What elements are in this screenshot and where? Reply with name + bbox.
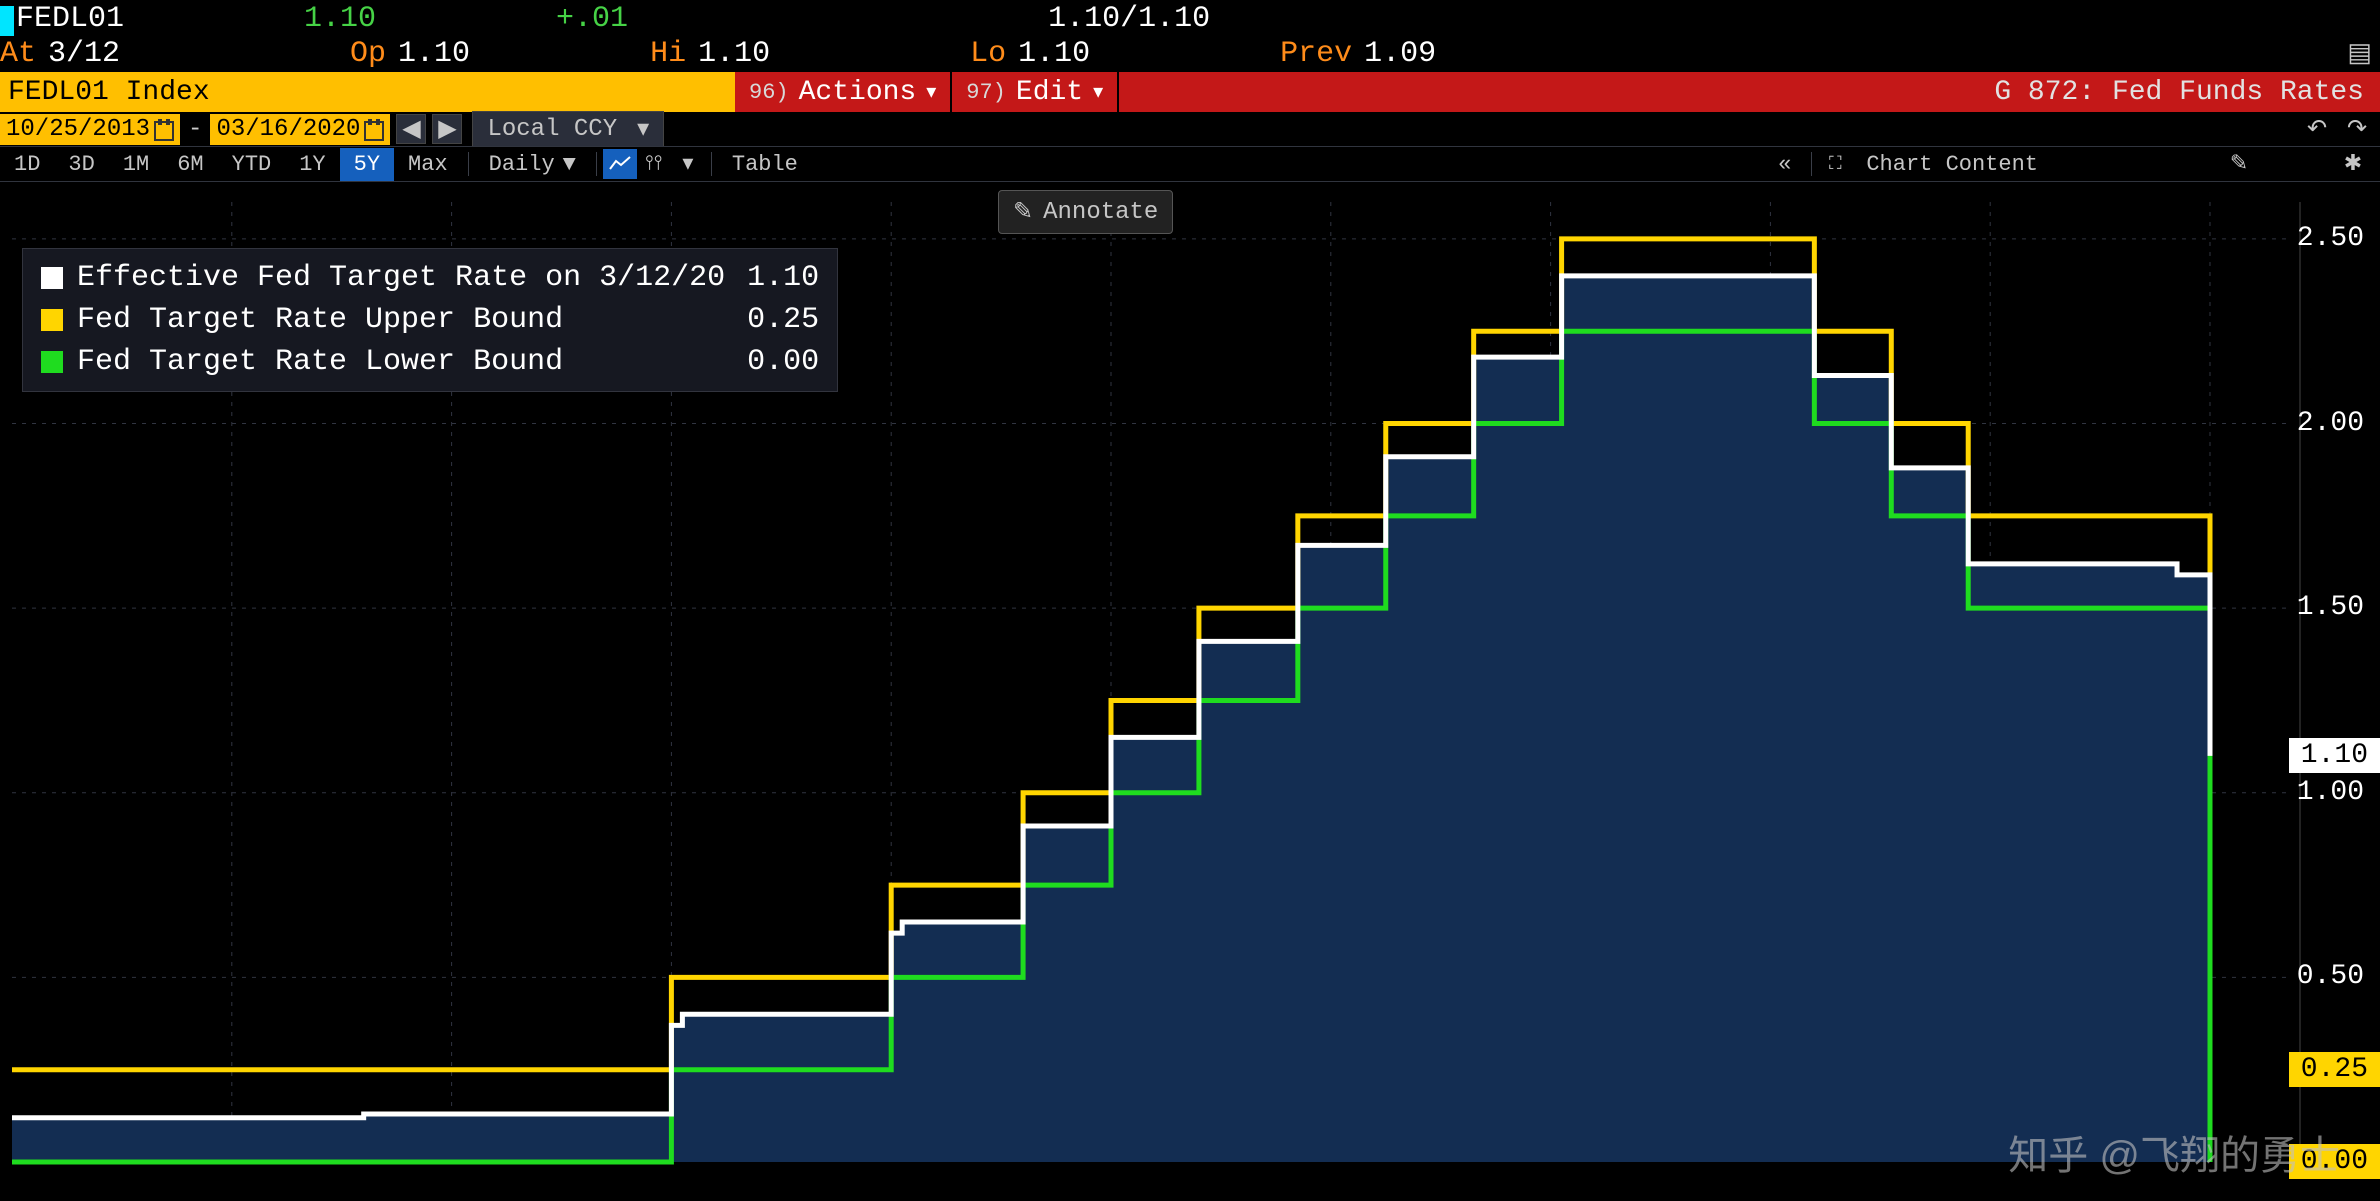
table-button[interactable]: Table: [718, 148, 812, 181]
legend-row: Fed Target Rate Lower Bound 0.00: [41, 345, 819, 379]
date-end-value: 03/16/2020: [216, 116, 360, 143]
calendar-icon[interactable]: [364, 121, 384, 141]
annotate-label: Annotate: [1043, 199, 1158, 226]
y-current-flag: 1.10: [2289, 738, 2380, 773]
date-start-input[interactable]: 10/25/2013: [0, 114, 180, 145]
ticker-row-1: FEDL01 1.10 +.01 1.10/1.10: [0, 0, 2380, 36]
range-button-1y[interactable]: 1Y: [285, 148, 339, 181]
date-start-value: 10/25/2013: [6, 116, 150, 143]
legend-label: Fed Target Rate Lower Bound: [77, 345, 725, 379]
actions-menu[interactable]: 96) Actions ▾: [735, 72, 952, 112]
annotate-button[interactable]: ✎ Annotate: [998, 190, 1173, 234]
chevron-down-icon: ▾: [1093, 79, 1103, 105]
actions-label: Actions: [799, 77, 917, 108]
edit-pencil-icon[interactable]: ✎: [2222, 149, 2256, 179]
chart-legend: Effective Fed Target Rate on 3/12/20 1.1…: [22, 248, 838, 392]
op-value: 1.10: [398, 37, 470, 71]
legend-value: 0.00: [739, 345, 819, 379]
chevron-down-icon: ▾: [637, 114, 649, 144]
legend-row: Effective Fed Target Rate on 3/12/20 1.1…: [41, 261, 819, 295]
prev-value: 1.09: [1364, 37, 1436, 71]
range-button-5y[interactable]: 5Y: [340, 148, 394, 181]
hi-label: Hi: [650, 37, 686, 71]
edit-menu[interactable]: 97) Edit ▾: [952, 72, 1119, 112]
date-prev-button[interactable]: ◀: [396, 114, 426, 144]
range-button-ytd[interactable]: YTD: [218, 148, 286, 181]
range-toolbar: 1D3D1M6MYTD1Y5YMax Daily ▼ ⫯⫯ ▾ Table « …: [0, 146, 2380, 182]
index-title[interactable]: FEDL01 Index: [0, 72, 735, 112]
chart-id-label: G 872: Fed Funds Rates: [1994, 77, 2364, 108]
date-range-row: 10/25/2013 - 03/16/2020 ◀ ▶ Local CCY ▾ …: [0, 112, 2380, 146]
legend-label: Fed Target Rate Upper Bound: [77, 303, 725, 337]
legend-swatch: [41, 351, 63, 373]
lo-value: 1.10: [1018, 37, 1090, 71]
redo-button[interactable]: ↷: [2340, 114, 2374, 144]
calendar-icon[interactable]: [154, 121, 174, 141]
title-bar: FEDL01 Index 96) Actions ▾ 97) Edit ▾ G …: [0, 72, 2380, 112]
edit-label: Edit: [1016, 77, 1083, 108]
legend-label: Effective Fed Target Rate on 3/12/20: [77, 261, 725, 295]
op-label: Op: [350, 37, 386, 71]
legend-swatch: [41, 267, 63, 289]
date-end-input[interactable]: 03/16/2020: [210, 114, 390, 145]
collapse-left-button[interactable]: «: [1764, 152, 1805, 177]
ticker-symbol: FEDL01: [16, 2, 124, 36]
date-separator: -: [180, 116, 210, 143]
at-value: 3/12: [48, 37, 120, 71]
legend-row: Fed Target Rate Upper Bound 0.25: [41, 303, 819, 337]
hi-value: 1.10: [698, 37, 770, 71]
y-tick-label: 2.50: [2297, 223, 2364, 254]
ticker-marker: [0, 6, 14, 36]
chevron-down-icon: ▾: [926, 79, 936, 105]
chart-type-line-button[interactable]: [603, 149, 637, 179]
range-button-1m[interactable]: 1M: [109, 148, 163, 181]
frequency-label: Daily: [489, 152, 555, 177]
prev-label: Prev: [1280, 37, 1352, 71]
at-label: At: [0, 37, 36, 71]
legend-value: 0.25: [739, 303, 819, 337]
pencil-icon: ✎: [1013, 197, 1033, 227]
watermark-text: 知乎 @飞翔的勇士: [2008, 1123, 2340, 1181]
chart-area[interactable]: ✎ Annotate Effective Fed Target Rate on …: [0, 182, 2380, 1201]
actions-number: 96): [749, 80, 789, 105]
legend-swatch: [41, 309, 63, 331]
y-current-flag: 0.25: [2289, 1052, 2380, 1087]
legend-value: 1.10: [739, 261, 819, 295]
y-tick-label: 2.00: [2297, 408, 2364, 439]
ticker-bidask: 1.10/1.10: [1048, 2, 1210, 36]
chart-more-button[interactable]: ▾: [671, 149, 705, 179]
gear-icon[interactable]: ✱: [2336, 149, 2370, 179]
range-button-6m[interactable]: 6M: [163, 148, 217, 181]
ticker-last: 1.10: [304, 2, 376, 36]
y-tick-label: 1.00: [2297, 777, 2364, 808]
currency-dropdown[interactable]: Local CCY ▾: [472, 111, 664, 147]
undo-button[interactable]: ↶: [2300, 114, 2334, 144]
chevron-down-icon: ▼: [563, 152, 576, 177]
range-button-max[interactable]: Max: [394, 148, 462, 181]
y-tick-label: 1.50: [2297, 592, 2364, 623]
y-tick-label: 0.50: [2297, 961, 2364, 992]
edit-number: 97): [966, 80, 1006, 105]
range-button-3d[interactable]: 3D: [54, 148, 108, 181]
range-button-1d[interactable]: 1D: [0, 148, 54, 181]
chart-content-button[interactable]: Chart Content: [1852, 148, 2052, 181]
lo-label: Lo: [970, 37, 1006, 71]
chart-content-icon[interactable]: ⛶: [1818, 149, 1852, 179]
frequency-dropdown[interactable]: Daily ▼: [475, 148, 590, 181]
currency-label: Local CCY: [487, 116, 617, 143]
chart-settings-button[interactable]: ⫯⫯: [637, 149, 671, 179]
ticker-row-2: At 3/12 Op 1.10 Hi 1.10 Lo 1.10 Prev 1.0…: [0, 36, 2380, 72]
date-next-button[interactable]: ▶: [432, 114, 462, 144]
ticker-change: +.01: [556, 2, 628, 36]
sheet-icon[interactable]: ▤: [2347, 38, 2372, 69]
title-right: G 872: Fed Funds Rates: [1119, 72, 2380, 112]
